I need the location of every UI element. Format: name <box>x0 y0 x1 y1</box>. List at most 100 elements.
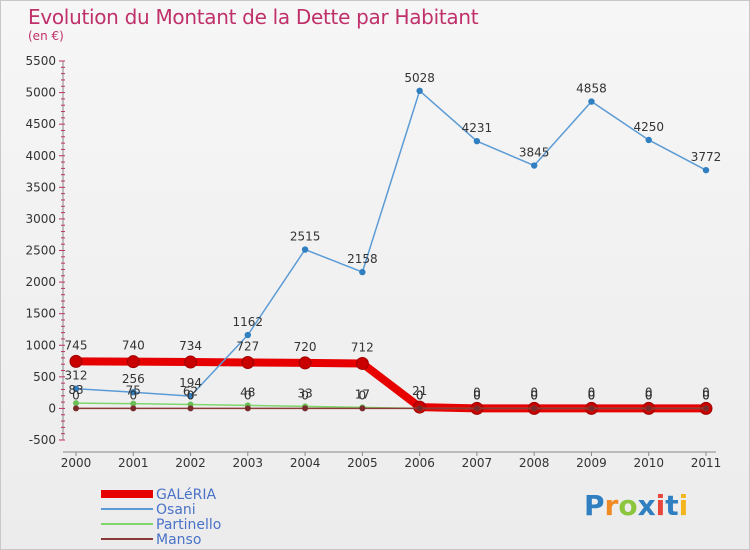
chart-title: Evolution du Montant de la Dette par Hab… <box>28 5 479 29</box>
data-label-2: 62 <box>183 385 198 399</box>
logo-letter: i <box>655 489 666 522</box>
data-label-0: 0 <box>702 385 710 399</box>
data-label-0: 745 <box>65 338 88 352</box>
data-label-1: 256 <box>122 372 145 386</box>
data-point-1 <box>702 166 710 174</box>
data-point-3 <box>531 405 538 412</box>
data-point-0 <box>241 355 255 369</box>
y-tick-label: 500 <box>33 370 56 384</box>
data-label-3: 0 <box>473 388 481 402</box>
data-point-1 <box>187 392 194 400</box>
data-point-1 <box>130 389 137 396</box>
data-label-3: 0 <box>187 388 195 402</box>
data-label-3: 0 <box>588 388 596 402</box>
data-label-0: 712 <box>351 340 374 354</box>
y-tick-label: 3500 <box>25 180 56 194</box>
legend-label: Partinello <box>156 517 221 533</box>
y-tick-label: 4000 <box>25 149 56 163</box>
logo-letter: P <box>584 489 605 522</box>
data-point-2 <box>130 400 137 407</box>
data-point-3 <box>302 405 309 412</box>
y-tick-label: 0 <box>48 401 56 415</box>
data-label-1: 1162 <box>233 315 264 329</box>
y-tick-label: 5000 <box>25 86 56 100</box>
data-label-0: 0 <box>588 385 596 399</box>
legend-label: GALéRIA <box>156 487 216 503</box>
data-point-3 <box>244 405 251 412</box>
data-label-1: 2515 <box>290 230 321 244</box>
data-label-3: 0 <box>645 388 653 402</box>
y-tick-label: 1500 <box>25 307 56 321</box>
data-label-1: 4858 <box>576 82 607 96</box>
data-label-3: 0 <box>72 388 80 402</box>
data-point-3 <box>416 405 423 412</box>
data-point-1 <box>588 98 595 105</box>
data-label-2: 0 <box>645 388 653 402</box>
data-label-2: 33 <box>297 386 312 400</box>
y-tick-label: 4500 <box>25 117 56 131</box>
x-tick-label: 2003 <box>233 456 264 470</box>
y-tick-label: 2000 <box>25 275 56 289</box>
data-label-2: 0 <box>588 388 596 402</box>
x-tick-label: 2008 <box>519 456 550 470</box>
data-point-2 <box>73 400 79 407</box>
legend-label: Manso <box>156 532 201 548</box>
data-label-2: 48 <box>240 385 255 399</box>
data-point-0 <box>69 354 83 368</box>
data-label-2: 0 <box>416 388 424 402</box>
series-line-0 <box>72 357 710 413</box>
data-point-1 <box>301 246 309 253</box>
x-tick-label: 2002 <box>175 456 206 470</box>
data-point-3 <box>703 405 709 412</box>
data-label-1: 2158 <box>347 252 378 266</box>
data-point-0 <box>184 355 198 369</box>
data-label-0: 734 <box>179 339 202 353</box>
x-tick-label: 2009 <box>576 456 607 470</box>
y-tick-label: -500 <box>29 433 56 447</box>
data-label-3: 0 <box>129 388 137 402</box>
data-label-1: 4231 <box>462 121 493 135</box>
data-label-2: 75 <box>126 384 141 398</box>
data-point-3 <box>588 405 595 412</box>
data-point-1 <box>72 385 80 392</box>
x-tick-label: 2011 <box>691 456 722 470</box>
x-tick-label: 2001 <box>118 456 149 470</box>
data-point-3 <box>645 405 652 412</box>
y-tick-label: 3000 <box>25 212 56 226</box>
data-label-1: 3772 <box>691 150 722 164</box>
y-tick-label: 1000 <box>25 338 56 352</box>
data-label-0: 0 <box>645 385 653 399</box>
data-point-1 <box>645 136 652 144</box>
y-tick-label: 5500 <box>25 54 56 68</box>
data-label-3: 0 <box>359 388 367 402</box>
data-point-3 <box>130 405 137 412</box>
data-label-2: 0 <box>530 388 538 402</box>
x-tick-label: 2004 <box>290 456 321 470</box>
data-point-1 <box>359 268 366 276</box>
data-label-2: 0 <box>473 388 481 402</box>
logo-letter: o <box>618 489 638 522</box>
x-tick-label: 2010 <box>633 456 664 470</box>
chart-subtitle: (en €) <box>28 29 64 43</box>
data-label-2: 0 <box>702 388 710 402</box>
data-label-3: 0 <box>530 388 538 402</box>
data-point-1 <box>244 331 252 339</box>
data-label-2: 17 <box>355 387 370 401</box>
logo-letter: t <box>665 489 679 522</box>
data-label-0: 740 <box>122 339 145 353</box>
data-label-3: 0 <box>702 388 710 402</box>
data-label-3: 0 <box>244 388 252 402</box>
data-label-0: 0 <box>473 385 481 399</box>
x-tick-label: 2005 <box>347 456 378 470</box>
data-point-3 <box>187 405 194 412</box>
data-label-1: 3845 <box>519 146 550 160</box>
y-tick-label: 2500 <box>25 244 56 258</box>
logo-letter: r <box>604 489 619 522</box>
data-point-0 <box>126 355 140 369</box>
data-point-1 <box>416 87 423 95</box>
data-label-0: 727 <box>236 339 259 353</box>
proxiti-logo: Proxiti <box>584 489 688 522</box>
data-point-1 <box>473 137 481 145</box>
